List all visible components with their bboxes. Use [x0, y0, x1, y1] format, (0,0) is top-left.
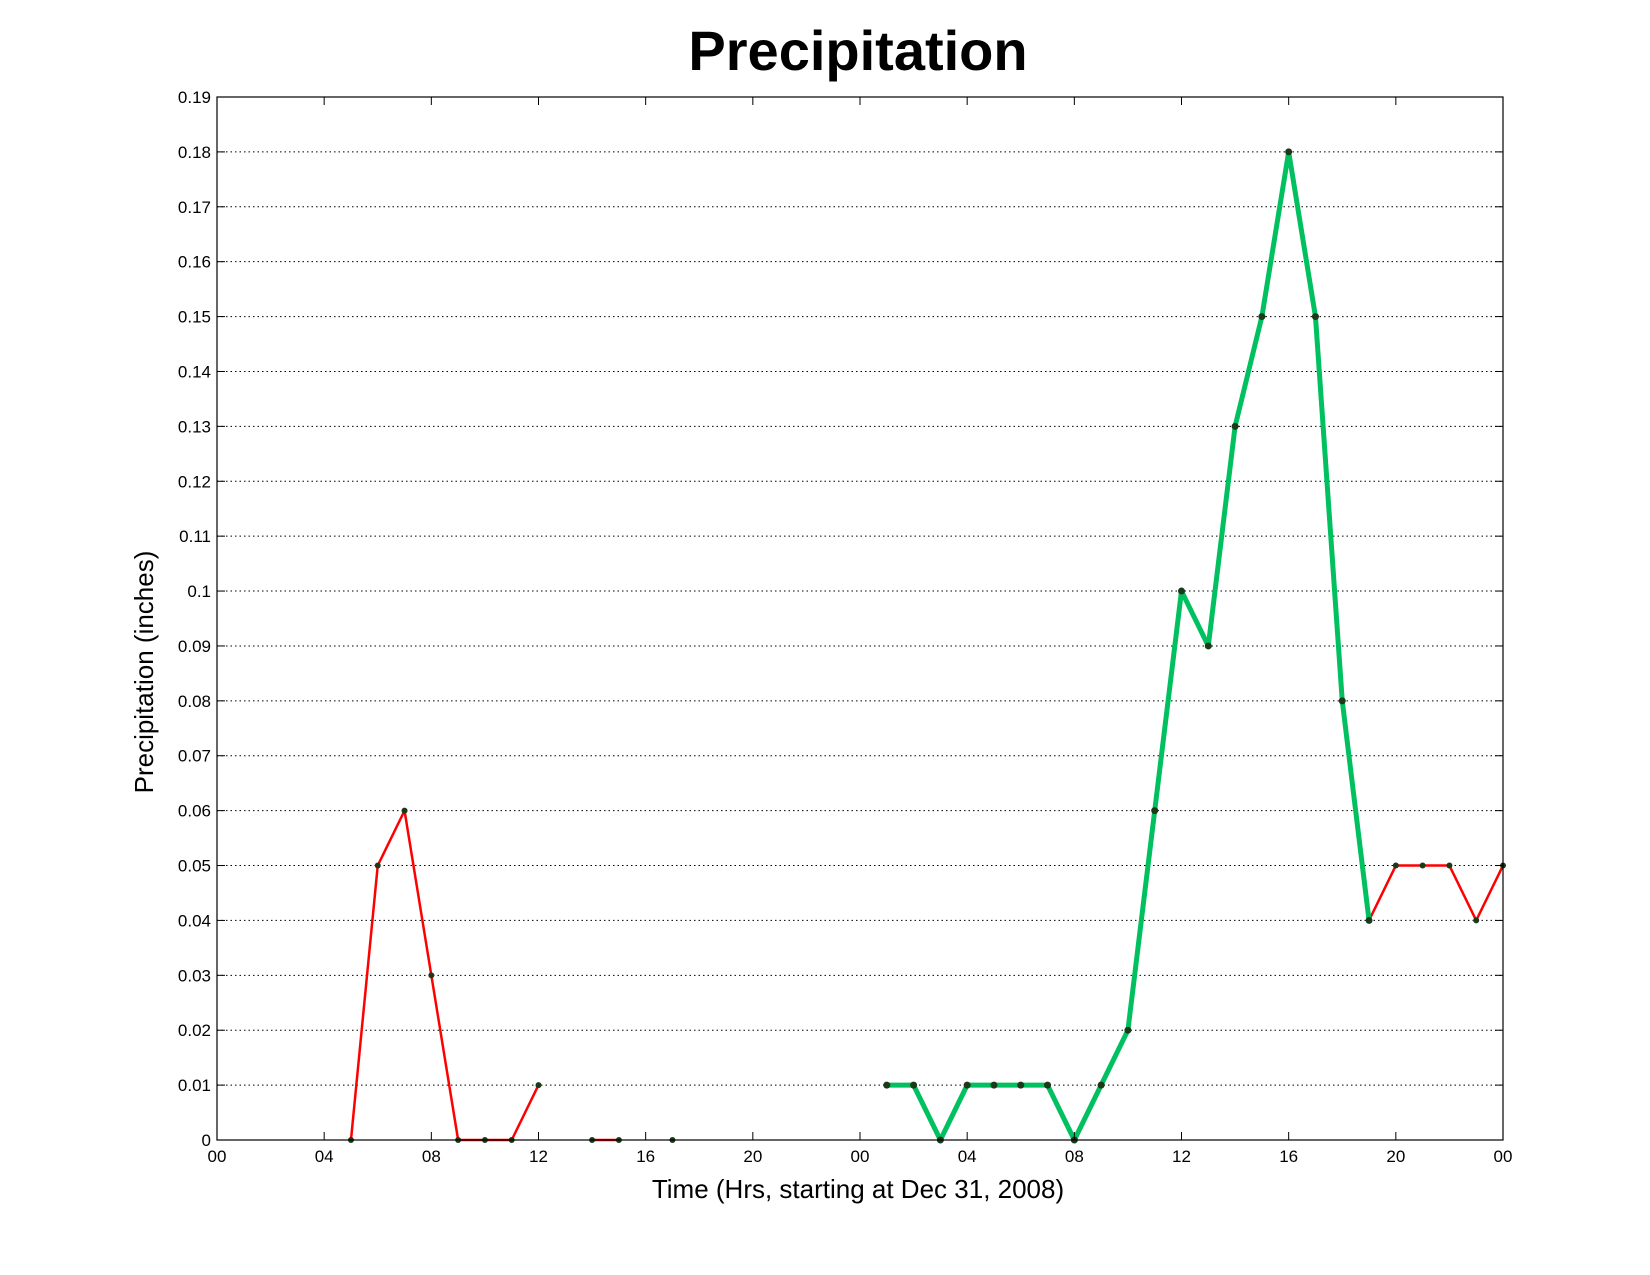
y-tick-label: 0.16 — [178, 253, 211, 272]
y-tick-labels: 0 0.01 0.02 0.03 0.04 0.05 0.06 0.07 0.08 0.09 0.1… — [178, 88, 211, 1150]
data-point — [1365, 916, 1373, 924]
data-point — [1097, 1081, 1105, 1089]
plot-area — [216, 96, 1506, 1144]
y-tick-label: 0.03 — [178, 966, 211, 985]
data-point — [1419, 862, 1426, 869]
y-tick-label: 0.13 — [178, 417, 211, 436]
data-point — [1258, 313, 1266, 321]
y-tick-label: 0.04 — [178, 911, 211, 930]
y-tick-label: 0.18 — [178, 143, 211, 162]
y-tick-label: 0.14 — [178, 362, 211, 381]
chart-title: Precipitation — [688, 19, 1027, 82]
data-point — [1044, 1081, 1052, 1089]
y-axis-label: Precipitation (inches) — [129, 551, 159, 794]
x-tick-label: 08 — [1065, 1147, 1084, 1166]
data-point — [1392, 862, 1399, 869]
x-axis-label: Time (Hrs, starting at Dec 31, 2008) — [652, 1174, 1064, 1204]
x-tick-label: 04 — [958, 1147, 977, 1166]
data-point — [1285, 148, 1293, 156]
y-tick-label: 0.05 — [178, 857, 211, 876]
y-tick-label: 0.15 — [178, 308, 211, 327]
data-point — [883, 1081, 891, 1089]
y-tick-label: 0.06 — [178, 802, 211, 821]
data-point — [1151, 807, 1159, 815]
x-tick-label: 00 — [208, 1147, 227, 1166]
x-tick-label: 00 — [851, 1147, 870, 1166]
x-tick-label: 08 — [422, 1147, 441, 1166]
y-tick-label: 0 — [202, 1131, 211, 1150]
x-tick-label: 16 — [636, 1147, 655, 1166]
data-point — [1231, 422, 1239, 430]
x-tick-labels: 00 04 08 12 16 20 00 04 08 12 16 20 00 — [208, 1147, 1513, 1166]
data-point — [535, 1082, 542, 1089]
x-tick-label: 12 — [1172, 1147, 1191, 1166]
y-tick-label: 0.07 — [178, 747, 211, 766]
data-point — [1124, 1026, 1132, 1034]
y-tick-label: 0.17 — [178, 198, 211, 217]
data-point — [1178, 587, 1185, 595]
data-point — [910, 1081, 918, 1089]
y-tick-label: 0.02 — [178, 1021, 211, 1040]
y-tick-label: 0.08 — [178, 692, 211, 711]
x-tick-label: 20 — [1386, 1147, 1405, 1166]
y-tick-label: 0.09 — [178, 637, 211, 656]
y-tick-label: 0.1 — [187, 582, 211, 601]
data-point — [990, 1081, 998, 1089]
x-tick-label: 16 — [1279, 1147, 1298, 1166]
data-point — [428, 972, 435, 979]
x-tick-label: 20 — [743, 1147, 762, 1166]
data-point — [401, 807, 408, 814]
x-tick-label: 04 — [315, 1147, 334, 1166]
y-tick-label: 0.12 — [178, 472, 211, 491]
x-tick-label: 00 — [1494, 1147, 1513, 1166]
data-point — [1446, 862, 1453, 869]
data-point — [374, 862, 381, 869]
tick-marks — [216, 96, 1504, 1141]
data-point — [1017, 1081, 1025, 1089]
series-1 — [883, 148, 1373, 1144]
data-point — [1311, 313, 1319, 321]
series-line — [1367, 864, 1505, 922]
data-point — [1338, 697, 1346, 705]
data-point — [1473, 917, 1480, 924]
data-point — [963, 1081, 971, 1089]
y-tick-label: 0.01 — [178, 1076, 211, 1095]
y-tick-label: 0.19 — [178, 88, 211, 107]
x-tick-label: 12 — [529, 1147, 548, 1166]
plot-background — [217, 97, 1503, 1140]
data-point — [1204, 642, 1212, 650]
y-tick-label: 0.11 — [179, 527, 211, 546]
